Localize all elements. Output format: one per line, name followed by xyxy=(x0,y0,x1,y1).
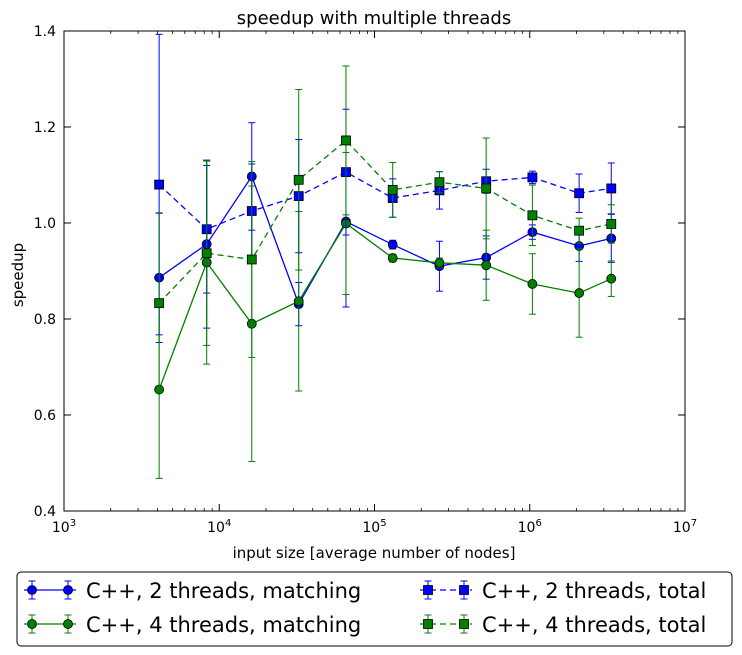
data-point xyxy=(606,219,617,229)
series-3 xyxy=(154,33,617,336)
legend-entry-2: C++, 4 threads, matching xyxy=(24,613,361,637)
data-point xyxy=(434,257,445,268)
series-line xyxy=(158,174,612,306)
legend-box xyxy=(16,571,733,647)
y-tick-label: 0.4 xyxy=(34,504,56,520)
data-point xyxy=(527,172,538,183)
x-tick-label: 103 xyxy=(52,518,76,536)
data-point xyxy=(246,254,257,265)
data-point xyxy=(387,239,398,250)
data-point xyxy=(434,177,445,188)
data-point xyxy=(574,225,585,236)
data-point xyxy=(574,288,585,298)
data-point xyxy=(481,260,492,271)
y-tick-label: 0.6 xyxy=(34,408,56,424)
legend-label: C++, 2 threads, total xyxy=(482,579,706,603)
data-point xyxy=(341,135,351,146)
axes: 103 104 105 106 107 0.4 0.6 0.8 1.0 1.2 1.4 xyxy=(34,24,697,536)
legend: C++, 2 threads, matching C++, 4 threads, … xyxy=(16,571,733,647)
legend-marker xyxy=(27,585,37,595)
x-tick-label: 107 xyxy=(673,518,697,536)
legend-marker xyxy=(423,585,433,595)
x-tick-label: 106 xyxy=(518,518,542,536)
data-point xyxy=(606,273,617,284)
legend-label: C++, 4 threads, matching xyxy=(86,613,361,637)
legend-marker xyxy=(459,619,469,629)
y-tick-label: 0.8 xyxy=(34,312,56,328)
legend-entry-3: C++, 2 threads, total xyxy=(420,579,706,603)
y-tick-label: 1.4 xyxy=(34,24,56,40)
legend-marker xyxy=(423,619,433,629)
legend-label: C++, 4 threads, total xyxy=(482,613,706,637)
data-point xyxy=(201,248,212,259)
data-point xyxy=(527,210,538,221)
data-point xyxy=(387,253,398,263)
legend-marker xyxy=(63,585,73,595)
series-1 xyxy=(154,122,617,344)
legend-marker xyxy=(459,585,469,595)
x-tick-label: 104 xyxy=(207,518,231,536)
series-line xyxy=(158,139,612,304)
y-tick-label: 1.0 xyxy=(34,216,56,232)
legend-marker xyxy=(63,619,73,629)
x-axis-label: input size [average number of nodes] xyxy=(233,544,516,562)
legend-marker xyxy=(27,619,37,629)
y-axis-label: speedup xyxy=(9,243,27,307)
data-point xyxy=(481,183,492,194)
data-point xyxy=(574,188,585,199)
data-point xyxy=(527,279,538,289)
series-line xyxy=(158,222,612,390)
legend-entry-4: C++, 4 threads, total xyxy=(420,613,706,637)
plot-area xyxy=(154,33,617,479)
legend-entry-1: C++, 2 threads, matching xyxy=(24,579,361,603)
chart-title: speedup with multiple threads xyxy=(237,8,511,29)
data-point xyxy=(154,298,165,309)
plot-frame xyxy=(63,30,686,512)
x-tick-label: 105 xyxy=(362,518,386,536)
data-point xyxy=(293,296,304,307)
data-point xyxy=(387,184,398,195)
series-4 xyxy=(154,65,617,394)
data-point xyxy=(154,179,165,190)
series-2 xyxy=(154,151,617,479)
data-point xyxy=(606,183,617,194)
data-point xyxy=(293,174,304,185)
y-tick-label: 1.2 xyxy=(34,120,56,136)
series-line xyxy=(158,171,612,230)
legend-label: C++, 2 threads, matching xyxy=(86,579,361,603)
